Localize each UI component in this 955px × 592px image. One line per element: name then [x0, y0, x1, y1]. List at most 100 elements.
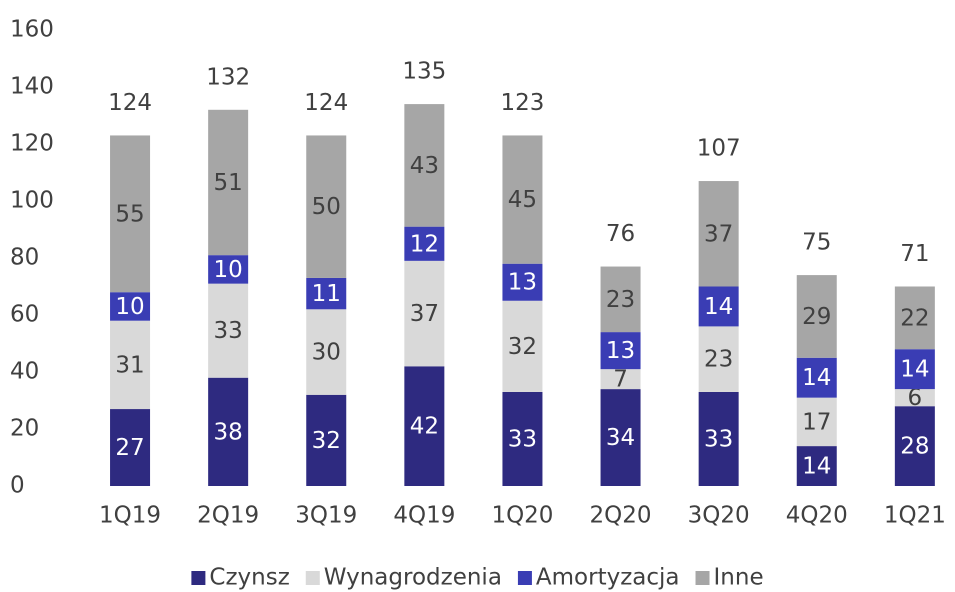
- y-tick-label: 20: [10, 416, 39, 442]
- x-tick-label: 3Q19: [295, 503, 357, 529]
- bar-segment: [208, 255, 249, 284]
- x-tick-label: 4Q20: [786, 503, 848, 529]
- y-tick-label: 0: [10, 473, 25, 499]
- x-tick-label: 1Q21: [884, 503, 946, 529]
- y-tick-label: 40: [10, 359, 39, 385]
- bar-segment: [796, 275, 837, 358]
- data-label: 27: [115, 435, 144, 461]
- data-label: 55: [115, 201, 144, 227]
- y-tick-label: 80: [10, 245, 39, 271]
- data-label: 13: [606, 338, 635, 364]
- bar-segment: [110, 292, 151, 321]
- data-label: 29: [802, 304, 831, 330]
- y-tick-label: 60: [10, 302, 39, 328]
- bar-segment: [600, 389, 641, 486]
- total-label: 124: [108, 90, 152, 116]
- data-label: 45: [508, 187, 537, 213]
- total-label: 135: [402, 59, 446, 85]
- bar-segment: [894, 349, 935, 390]
- total-label: 75: [802, 230, 831, 256]
- data-label: 11: [312, 281, 341, 307]
- bar-segment: [306, 277, 347, 310]
- bar-segment: [404, 260, 445, 367]
- data-label: 14: [704, 294, 733, 320]
- legend: Czynsz Wynagrodzenia Amortyzacja Inne: [191, 565, 764, 591]
- data-label: 33: [508, 426, 537, 452]
- total-label: 132: [206, 64, 250, 90]
- data-label: 23: [606, 287, 635, 313]
- total-label: 124: [304, 90, 348, 116]
- data-label: 37: [410, 301, 439, 327]
- bar-segment: [698, 391, 739, 486]
- legend-label: Inne: [714, 565, 764, 591]
- x-tick-label: 1Q20: [491, 503, 553, 529]
- data-label: 7: [613, 367, 628, 393]
- data-label: 33: [704, 426, 733, 452]
- data-label: 23: [704, 347, 733, 373]
- bar-segment: [110, 409, 151, 486]
- bar-segment: [894, 286, 935, 350]
- bar-segment: [502, 300, 543, 392]
- legend-label: Czynsz: [209, 565, 289, 591]
- data-label: 12: [410, 231, 439, 257]
- data-label: 34: [606, 425, 635, 451]
- data-label: 17: [802, 409, 831, 435]
- bar-segment: [306, 309, 347, 395]
- bar-segment: [600, 369, 641, 390]
- total-label: 76: [606, 221, 635, 247]
- y-tick-label: 100: [10, 188, 54, 214]
- bar-segment: [306, 394, 347, 486]
- data-label: 37: [704, 221, 733, 247]
- data-label: 28: [900, 434, 929, 460]
- data-label: 33: [214, 318, 243, 344]
- bar-segment: [110, 320, 151, 410]
- x-tick-label: 2Q19: [197, 503, 259, 529]
- data-label: 32: [312, 428, 341, 454]
- x-tick-label: 4Q19: [393, 503, 455, 529]
- legend-swatch: [517, 571, 532, 585]
- data-label: 38: [214, 419, 243, 445]
- bar-segment: [502, 391, 543, 486]
- bar-segment: [110, 135, 151, 293]
- data-label: 14: [802, 454, 831, 480]
- bar-segment: [796, 397, 837, 447]
- bar-segment: [600, 332, 641, 370]
- legend-label: Amortyzacja: [536, 565, 680, 591]
- bar-segment: [404, 104, 445, 227]
- data-label: 10: [115, 294, 144, 320]
- total-label: 123: [500, 90, 544, 116]
- bar-segment: [502, 135, 543, 264]
- bar-segment: [208, 109, 249, 256]
- bar-segment: [796, 357, 837, 398]
- legend-swatch: [191, 571, 206, 585]
- bar-segment: [208, 283, 249, 378]
- x-tick-label: 3Q20: [688, 503, 750, 529]
- bar-segment: [208, 377, 249, 486]
- data-label: 6: [908, 385, 923, 411]
- bar-segment: [502, 263, 543, 301]
- data-label: 14: [900, 357, 929, 383]
- data-label: 13: [508, 270, 537, 296]
- total-label: 71: [900, 241, 929, 267]
- bar-segment: [404, 366, 445, 486]
- bar-segment: [306, 135, 347, 278]
- y-tick-label: 140: [10, 74, 54, 100]
- y-tick-label: 160: [10, 17, 54, 43]
- bar-segment: [796, 446, 837, 486]
- data-label: 43: [410, 153, 439, 179]
- bar-segment: [698, 326, 739, 392]
- data-label: 50: [312, 194, 341, 220]
- data-label: 30: [312, 340, 341, 366]
- data-label: 14: [802, 365, 831, 391]
- y-tick-label: 120: [10, 131, 54, 157]
- data-label: 10: [214, 257, 243, 283]
- data-label: 32: [508, 334, 537, 360]
- x-tick-label: 1Q19: [99, 503, 161, 529]
- legend-swatch: [305, 571, 320, 585]
- bar-segment: [698, 286, 739, 327]
- data-label: 42: [410, 414, 439, 440]
- x-tick-label: 2Q20: [590, 503, 652, 529]
- data-label: 22: [900, 305, 929, 331]
- bar-segment: [894, 389, 935, 407]
